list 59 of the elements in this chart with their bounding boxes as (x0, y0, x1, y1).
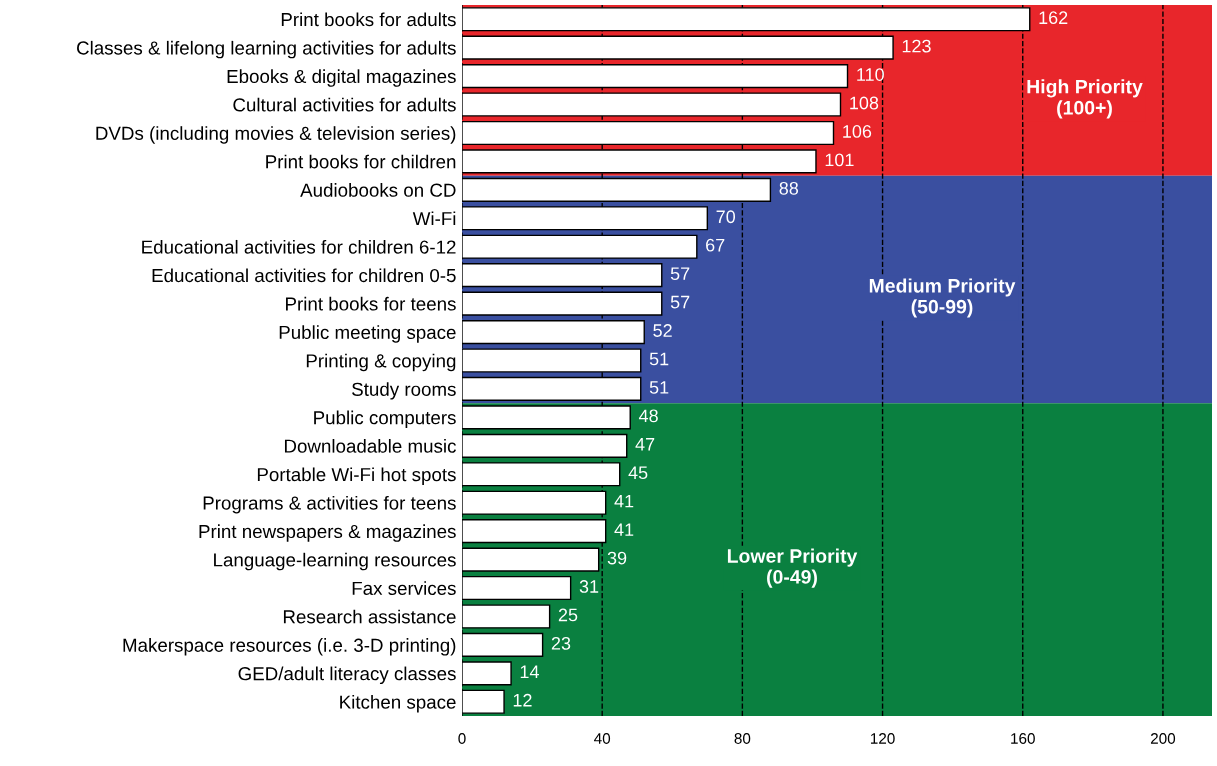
band-label: Lower Priority (0-49) (727, 548, 858, 588)
data-label: 88 (779, 181, 799, 195)
y-tick-label: Print newspapers & magazines (199, 524, 456, 542)
data-label: 101 (825, 153, 854, 167)
y-tick-label: Educational activities for children 0-5 (152, 268, 456, 283)
y-tick-label: Educational activities for children 6-12 (142, 239, 456, 254)
data-label: 31 (579, 580, 599, 593)
y-tick-label: Study rooms (352, 382, 456, 400)
x-tick-label: 0 (458, 733, 466, 744)
x-tick-label: 120 (870, 733, 895, 744)
data-label: 47 (635, 438, 655, 451)
data-label: 25 (558, 608, 578, 622)
data-label: 51 (649, 381, 669, 394)
y-tick-label: Public computers (314, 410, 456, 429)
y-tick-label: Portable Wi-Fi hot spots (257, 467, 456, 485)
y-tick-label: Wi-Fi (412, 211, 456, 226)
data-label: 106 (843, 125, 872, 138)
data-label: 12 (513, 693, 532, 707)
y-tick-label: Kitchen space (340, 694, 456, 713)
data-label: 41 (614, 494, 634, 508)
x-tick-label: 160 (1011, 733, 1035, 744)
data-label: 162 (1039, 11, 1068, 25)
y-tick-label: Research assistance (283, 609, 456, 624)
x-tick-label: 40 (594, 733, 611, 744)
y-tick-label: Print books for children (266, 154, 456, 169)
y-tick-label: Programs & activities for teens (203, 495, 456, 514)
data-label: 108 (850, 96, 879, 110)
data-label: 45 (628, 466, 648, 480)
x-tick-label: 200 (1150, 733, 1176, 744)
y-tick-label: Language-learning resources (214, 552, 456, 571)
y-tick-label: Downloadable music (284, 439, 456, 453)
data-label: 110 (857, 68, 884, 81)
data-label: 57 (670, 295, 690, 309)
data-label: 67 (706, 238, 725, 252)
y-tick-label: Print books for adults (281, 12, 456, 27)
data-label: 70 (716, 210, 736, 224)
y-tick-label: Ebooks & digital magazines (227, 69, 456, 87)
y-tick-label: Audiobooks on CD (300, 183, 456, 197)
data-label: 123 (902, 39, 931, 53)
y-tick-label: Classes & lifelong learning activities for adults (77, 40, 456, 59)
y-tick-label: Fax services (352, 581, 456, 595)
data-label: 41 (614, 523, 634, 536)
band-label: High Priority (100+) (1027, 79, 1143, 119)
data-label: 23 (551, 636, 571, 650)
data-label: 57 (670, 267, 690, 281)
y-tick-label: Cultural activities for adults (233, 97, 456, 112)
y-tick-label: Public meeting space (279, 325, 456, 343)
y-tick-label: Print books for teens (286, 296, 456, 311)
x-tick-label: 80 (734, 733, 751, 744)
y-tick-label: Makerspace resources (i.e. 3-D printing) (123, 638, 456, 656)
data-label: 48 (638, 409, 658, 423)
data-label: 51 (649, 352, 669, 366)
y-tick-label: GED/adult literacy classes (238, 666, 456, 685)
band-label: Medium Priority (50-99) (869, 278, 1016, 318)
y-tick-label: DVDs (including movies & television series) (96, 126, 456, 144)
data-label: 14 (520, 665, 539, 679)
data-label: 52 (653, 324, 672, 337)
data-label: 39 (607, 551, 627, 565)
y-tick-label: Printing & copying (306, 353, 456, 372)
